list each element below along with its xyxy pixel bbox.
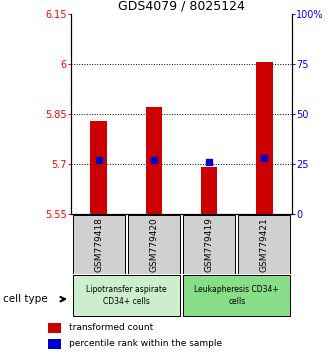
Bar [146,108,162,214]
Text: GSM779421: GSM779421 [260,217,269,272]
Text: GSM779419: GSM779419 [205,217,214,272]
Text: Lipotransfer aspirate
CD34+ cells: Lipotransfer aspirate CD34+ cells [86,285,167,306]
Text: percentile rank within the sample: percentile rank within the sample [69,339,222,348]
Title: GDS4079 / 8025124: GDS4079 / 8025124 [118,0,245,13]
Text: GSM779418: GSM779418 [94,217,103,272]
FancyBboxPatch shape [183,275,290,316]
Bar [49,339,61,349]
FancyBboxPatch shape [73,216,124,274]
Bar [90,121,107,214]
FancyBboxPatch shape [128,216,180,274]
FancyBboxPatch shape [183,216,235,274]
FancyBboxPatch shape [73,275,180,316]
Text: Leukapheresis CD34+
cells: Leukapheresis CD34+ cells [194,285,279,306]
FancyBboxPatch shape [239,216,290,274]
Bar [201,166,217,214]
Text: transformed count: transformed count [69,323,153,332]
Text: cell type: cell type [3,294,48,304]
Text: GSM779420: GSM779420 [149,217,158,272]
Bar [49,322,61,333]
Bar [256,63,273,214]
